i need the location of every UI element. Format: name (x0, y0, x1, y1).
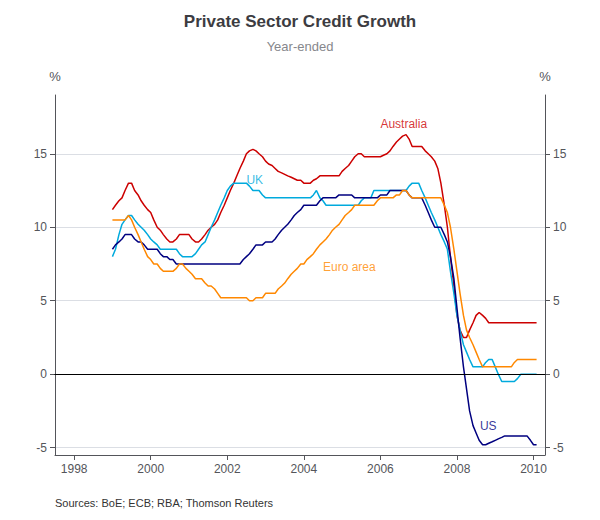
svg-text:Year-ended: Year-ended (267, 39, 334, 54)
svg-text:0: 0 (553, 367, 560, 381)
svg-text:15: 15 (553, 147, 567, 161)
svg-text:-5: -5 (36, 441, 47, 455)
svg-text:5: 5 (40, 294, 47, 308)
svg-text:UK: UK (246, 173, 263, 187)
svg-text:2006: 2006 (367, 462, 394, 476)
svg-text:Euro area: Euro area (323, 260, 376, 274)
svg-text:%: % (49, 69, 61, 84)
svg-text:2002: 2002 (214, 462, 241, 476)
svg-text:-5: -5 (553, 441, 564, 455)
svg-text:2004: 2004 (290, 462, 317, 476)
svg-text:10: 10 (553, 220, 567, 234)
svg-text:Sources: BoE; ECB; RBA; Thomso: Sources: BoE; ECB; RBA; Thomson Reuters (55, 497, 274, 509)
svg-text:15: 15 (34, 147, 48, 161)
svg-text:2000: 2000 (137, 462, 164, 476)
svg-text:Australia: Australia (380, 117, 427, 131)
svg-text:US: US (480, 419, 497, 433)
svg-text:%: % (539, 69, 551, 84)
svg-text:2008: 2008 (444, 462, 471, 476)
svg-text:Private Sector Credit Growth: Private Sector Credit Growth (184, 12, 416, 31)
svg-text:10: 10 (34, 220, 48, 234)
svg-text:5: 5 (553, 294, 560, 308)
svg-text:1998: 1998 (61, 462, 88, 476)
svg-text:2010: 2010 (520, 462, 547, 476)
svg-text:0: 0 (40, 367, 47, 381)
